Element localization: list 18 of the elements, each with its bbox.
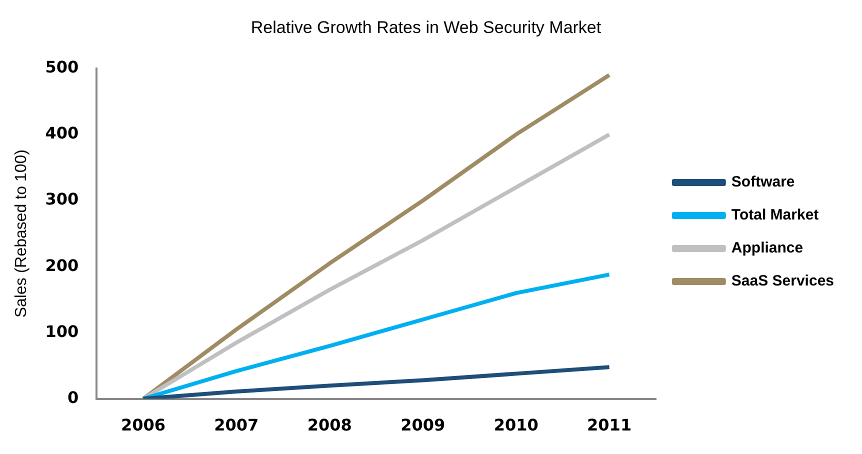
y-tick-label: 0	[67, 388, 79, 407]
y-tick-label: 500	[45, 58, 79, 77]
x-tick-label: 2009	[400, 416, 446, 435]
x-tick-label: 2006	[120, 416, 166, 435]
x-tick-label: 2007	[214, 416, 259, 435]
x-tick-label: 2011	[587, 416, 632, 435]
x-tick-label: 2010	[494, 416, 538, 435]
legend-label: SaaS Services	[731, 272, 834, 290]
x-tick-label: 2008	[307, 416, 352, 435]
y-tick-label: 300	[45, 190, 79, 209]
y-tick-label: 400	[45, 124, 79, 143]
legend-label: Software	[731, 174, 795, 191]
chart-title: Relative Growth Rates in Web Security Market	[250, 18, 602, 37]
y-tick-label: 100	[45, 322, 79, 341]
y-tick-label: 200	[45, 256, 79, 275]
legend-label: Appliance	[731, 240, 804, 257]
legend-label: Total Market	[731, 206, 819, 224]
y-axis-title: Sales (Rebased to 100)	[13, 150, 30, 318]
